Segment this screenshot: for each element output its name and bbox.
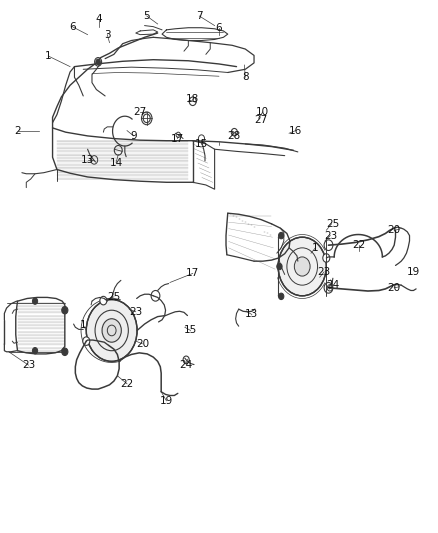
Circle shape bbox=[62, 306, 68, 314]
Text: 13: 13 bbox=[81, 155, 94, 165]
Text: 20: 20 bbox=[136, 339, 149, 349]
Circle shape bbox=[96, 59, 100, 64]
Text: 9: 9 bbox=[130, 131, 137, 141]
Text: 15: 15 bbox=[184, 326, 197, 335]
Text: 14: 14 bbox=[110, 158, 123, 167]
Text: 23: 23 bbox=[318, 267, 331, 277]
Circle shape bbox=[189, 97, 196, 106]
Text: 20: 20 bbox=[388, 283, 401, 293]
Circle shape bbox=[278, 237, 326, 296]
Text: 6: 6 bbox=[215, 23, 223, 33]
Circle shape bbox=[277, 263, 282, 270]
Text: 25: 25 bbox=[107, 292, 120, 302]
Circle shape bbox=[279, 293, 284, 300]
Text: 18: 18 bbox=[186, 94, 199, 103]
Text: 6: 6 bbox=[69, 22, 76, 31]
Circle shape bbox=[323, 254, 330, 262]
Circle shape bbox=[151, 290, 160, 301]
Text: 20: 20 bbox=[388, 225, 401, 235]
Circle shape bbox=[95, 58, 102, 66]
Text: 27: 27 bbox=[134, 107, 147, 117]
Circle shape bbox=[114, 146, 122, 155]
Circle shape bbox=[324, 282, 333, 293]
Circle shape bbox=[62, 348, 68, 356]
Text: 25: 25 bbox=[326, 219, 339, 229]
Text: 28: 28 bbox=[228, 131, 241, 141]
Text: 23: 23 bbox=[129, 307, 142, 317]
Text: 19: 19 bbox=[160, 396, 173, 406]
Circle shape bbox=[141, 112, 152, 125]
Text: 1: 1 bbox=[80, 320, 87, 330]
Text: 23: 23 bbox=[22, 360, 35, 370]
Text: 8: 8 bbox=[242, 72, 249, 82]
Text: 22: 22 bbox=[120, 379, 134, 389]
Text: 1: 1 bbox=[312, 243, 319, 253]
Circle shape bbox=[100, 296, 107, 305]
Circle shape bbox=[83, 337, 90, 345]
Text: 17: 17 bbox=[186, 269, 199, 278]
Circle shape bbox=[102, 319, 121, 342]
Text: 17: 17 bbox=[171, 134, 184, 143]
Text: 3: 3 bbox=[104, 30, 111, 39]
Circle shape bbox=[32, 298, 38, 304]
Text: 22: 22 bbox=[353, 240, 366, 250]
Circle shape bbox=[32, 348, 38, 354]
Text: 4: 4 bbox=[95, 14, 102, 23]
Circle shape bbox=[324, 240, 333, 251]
Text: 1: 1 bbox=[45, 51, 52, 61]
Text: 24: 24 bbox=[180, 360, 193, 369]
Text: 7: 7 bbox=[196, 11, 203, 21]
Text: 27: 27 bbox=[254, 115, 267, 125]
Text: 5: 5 bbox=[143, 11, 150, 21]
Circle shape bbox=[86, 300, 137, 361]
Text: 2: 2 bbox=[14, 126, 21, 135]
Text: 23: 23 bbox=[324, 231, 337, 240]
Text: 16: 16 bbox=[289, 126, 302, 135]
Text: 24: 24 bbox=[326, 280, 339, 290]
Text: 15: 15 bbox=[195, 139, 208, 149]
Circle shape bbox=[294, 257, 310, 276]
Circle shape bbox=[279, 232, 284, 239]
Text: 19: 19 bbox=[407, 267, 420, 277]
Text: 13: 13 bbox=[245, 310, 258, 319]
Text: 10: 10 bbox=[256, 107, 269, 117]
